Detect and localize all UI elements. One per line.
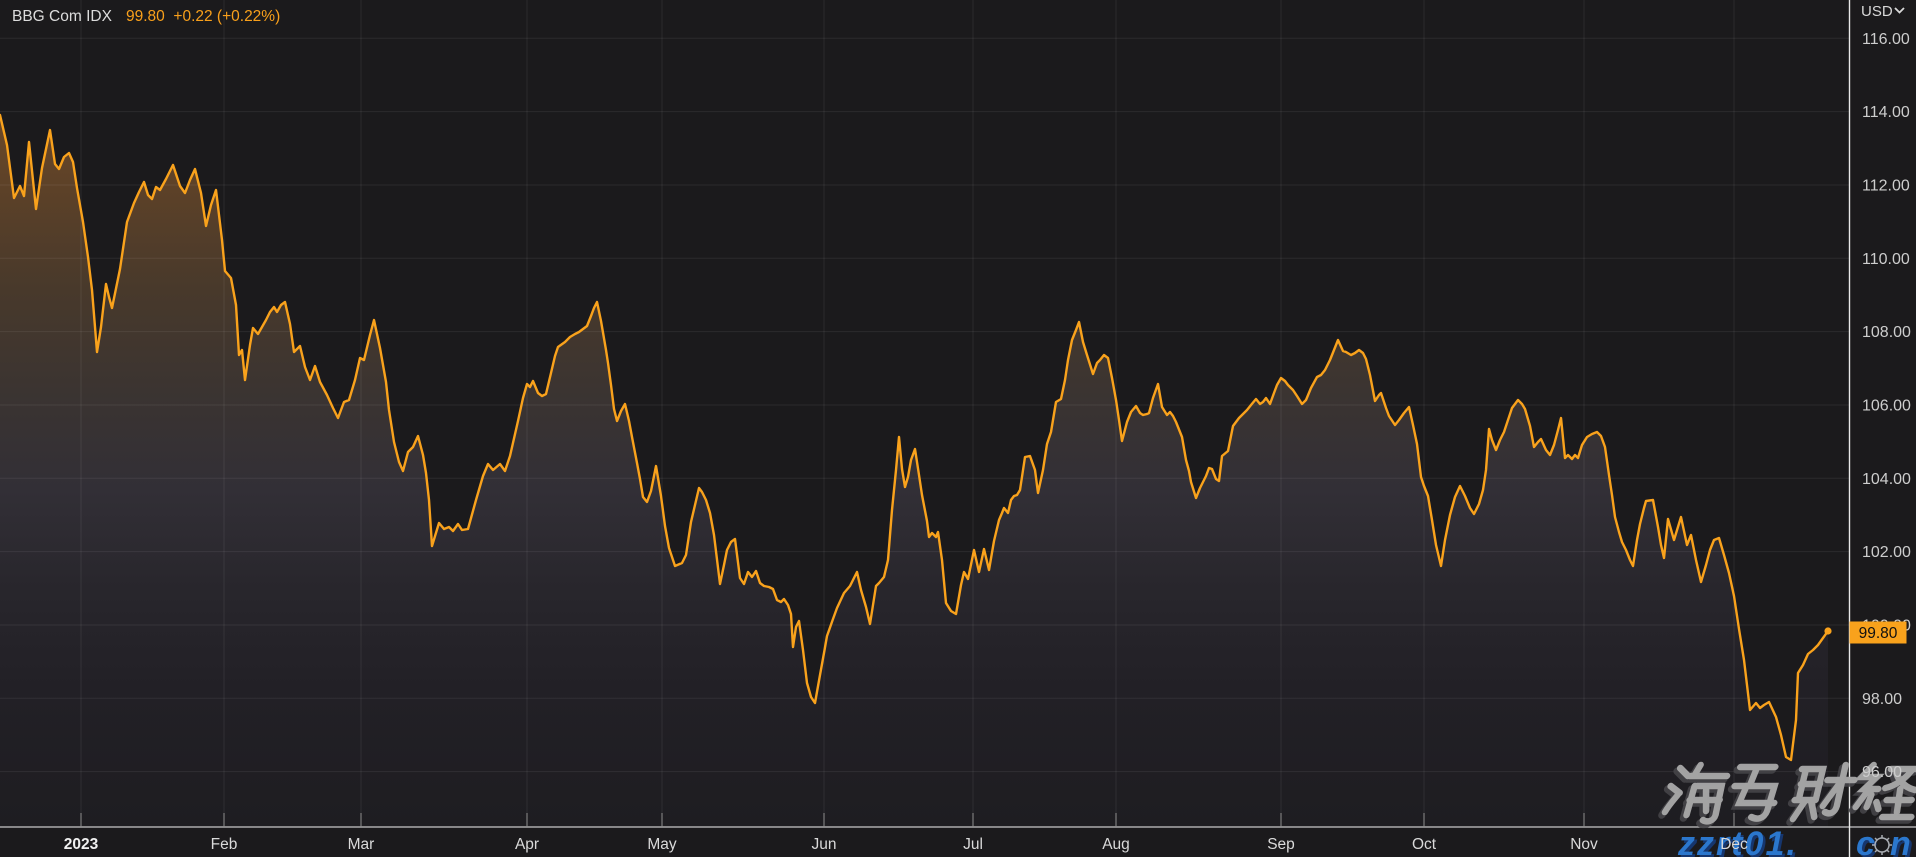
svg-text:Jun: Jun [812, 836, 837, 853]
svg-text:104.00: 104.00 [1862, 471, 1911, 488]
svg-text:96.00: 96.00 [1862, 764, 1902, 781]
svg-text:Aug: Aug [1102, 836, 1130, 853]
svg-text:Oct: Oct [1412, 836, 1437, 853]
svg-text:Apr: Apr [515, 836, 539, 853]
svg-text:110.00: 110.00 [1862, 251, 1910, 268]
svg-text:102.00: 102.00 [1862, 544, 1911, 561]
svg-text:108.00: 108.00 [1862, 324, 1911, 341]
svg-text:99.80: 99.80 [1859, 625, 1898, 642]
svg-text:c: c [1856, 825, 1875, 857]
svg-text:116.00: 116.00 [1862, 31, 1910, 48]
svg-text:Dec: Dec [1720, 836, 1748, 853]
svg-text:99.80 +0.22 (+0.22%): 99.80 +0.22 (+0.22%) [126, 8, 280, 25]
svg-text:May: May [647, 836, 677, 853]
svg-text:zzrt01.: zzrt01. [1680, 828, 1801, 857]
svg-text:zzrt01.: zzrt01. [1677, 825, 1798, 857]
svg-text:n: n [1893, 828, 1914, 857]
svg-text:112.00: 112.00 [1862, 178, 1910, 195]
svg-text:114.00: 114.00 [1862, 104, 1910, 121]
svg-text:USD: USD [1861, 3, 1893, 20]
svg-text:n: n [1890, 825, 1911, 857]
svg-text:c: c [1859, 828, 1878, 857]
svg-text:Feb: Feb [211, 836, 238, 853]
svg-text:BBG Com IDX: BBG Com IDX [12, 8, 113, 25]
svg-text:Nov: Nov [1570, 836, 1598, 853]
svg-text:98.00: 98.00 [1862, 691, 1902, 708]
svg-text:Mar: Mar [348, 836, 375, 853]
svg-text:2023: 2023 [64, 836, 99, 853]
svg-text:Jul: Jul [963, 836, 983, 853]
svg-text:106.00: 106.00 [1862, 398, 1911, 415]
svg-text:Sep: Sep [1267, 836, 1295, 853]
